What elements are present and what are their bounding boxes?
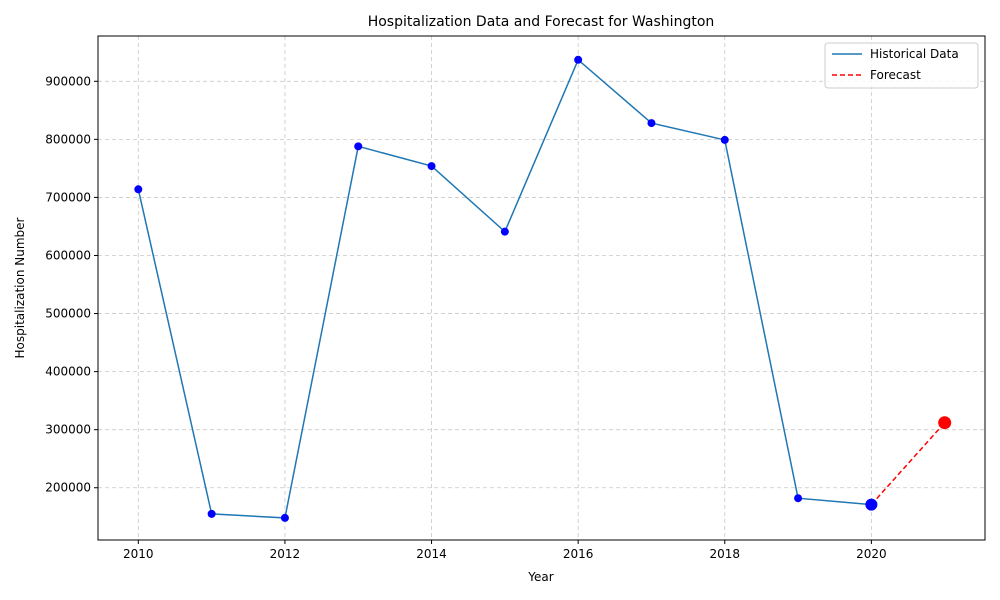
historical-point bbox=[647, 119, 656, 128]
x-tick-label: 2012 bbox=[270, 547, 301, 561]
historical-point bbox=[720, 135, 729, 144]
chart-title: Hospitalization Data and Forecast for Wa… bbox=[368, 14, 715, 30]
y-tick-label: 700000 bbox=[45, 190, 91, 204]
forecast-point bbox=[938, 416, 952, 430]
y-axis: 200000 300000 400000 500000 600000 700000 8000… bbox=[45, 74, 98, 495]
x-tick-label: 2010 bbox=[123, 547, 154, 561]
historical-point bbox=[354, 142, 363, 151]
grid bbox=[98, 36, 985, 540]
y-tick-label: 900000 bbox=[45, 74, 91, 88]
x-tick-label: 2014 bbox=[416, 547, 447, 561]
forecast-line bbox=[870, 422, 946, 506]
historical-point bbox=[500, 227, 509, 236]
plot-frame bbox=[97, 35, 986, 541]
y-axis-label: Hospitalization Number bbox=[13, 217, 27, 358]
y-tick-label: 800000 bbox=[45, 132, 91, 146]
historical-point bbox=[134, 185, 143, 194]
historical-point bbox=[574, 55, 583, 64]
x-tick-label: 2020 bbox=[856, 547, 887, 561]
x-axis-label: Year bbox=[527, 570, 553, 584]
legend-label-forecast: Forecast bbox=[870, 68, 921, 82]
historical-line bbox=[137, 58, 872, 519]
historical-point bbox=[280, 513, 289, 522]
x-axis: 2010 2012 2014 2016 2018 2020 bbox=[123, 540, 887, 561]
series-layer bbox=[134, 55, 952, 522]
historical-point bbox=[865, 498, 878, 511]
historical-point bbox=[427, 162, 436, 171]
historical-point bbox=[207, 509, 216, 518]
legend-box bbox=[824, 42, 979, 89]
legend-label-historical: Historical Data bbox=[870, 47, 959, 61]
y-tick-label: 200000 bbox=[45, 481, 91, 495]
y-tick-label: 600000 bbox=[45, 248, 91, 262]
legend: Historical Data Forecast bbox=[824, 42, 979, 89]
x-tick-label: 2018 bbox=[709, 547, 740, 561]
y-tick-label: 500000 bbox=[45, 307, 91, 321]
historical-point bbox=[794, 494, 803, 503]
y-tick-label: 400000 bbox=[45, 365, 91, 379]
y-tick-label: 300000 bbox=[45, 423, 91, 437]
x-tick-label: 2016 bbox=[563, 547, 594, 561]
